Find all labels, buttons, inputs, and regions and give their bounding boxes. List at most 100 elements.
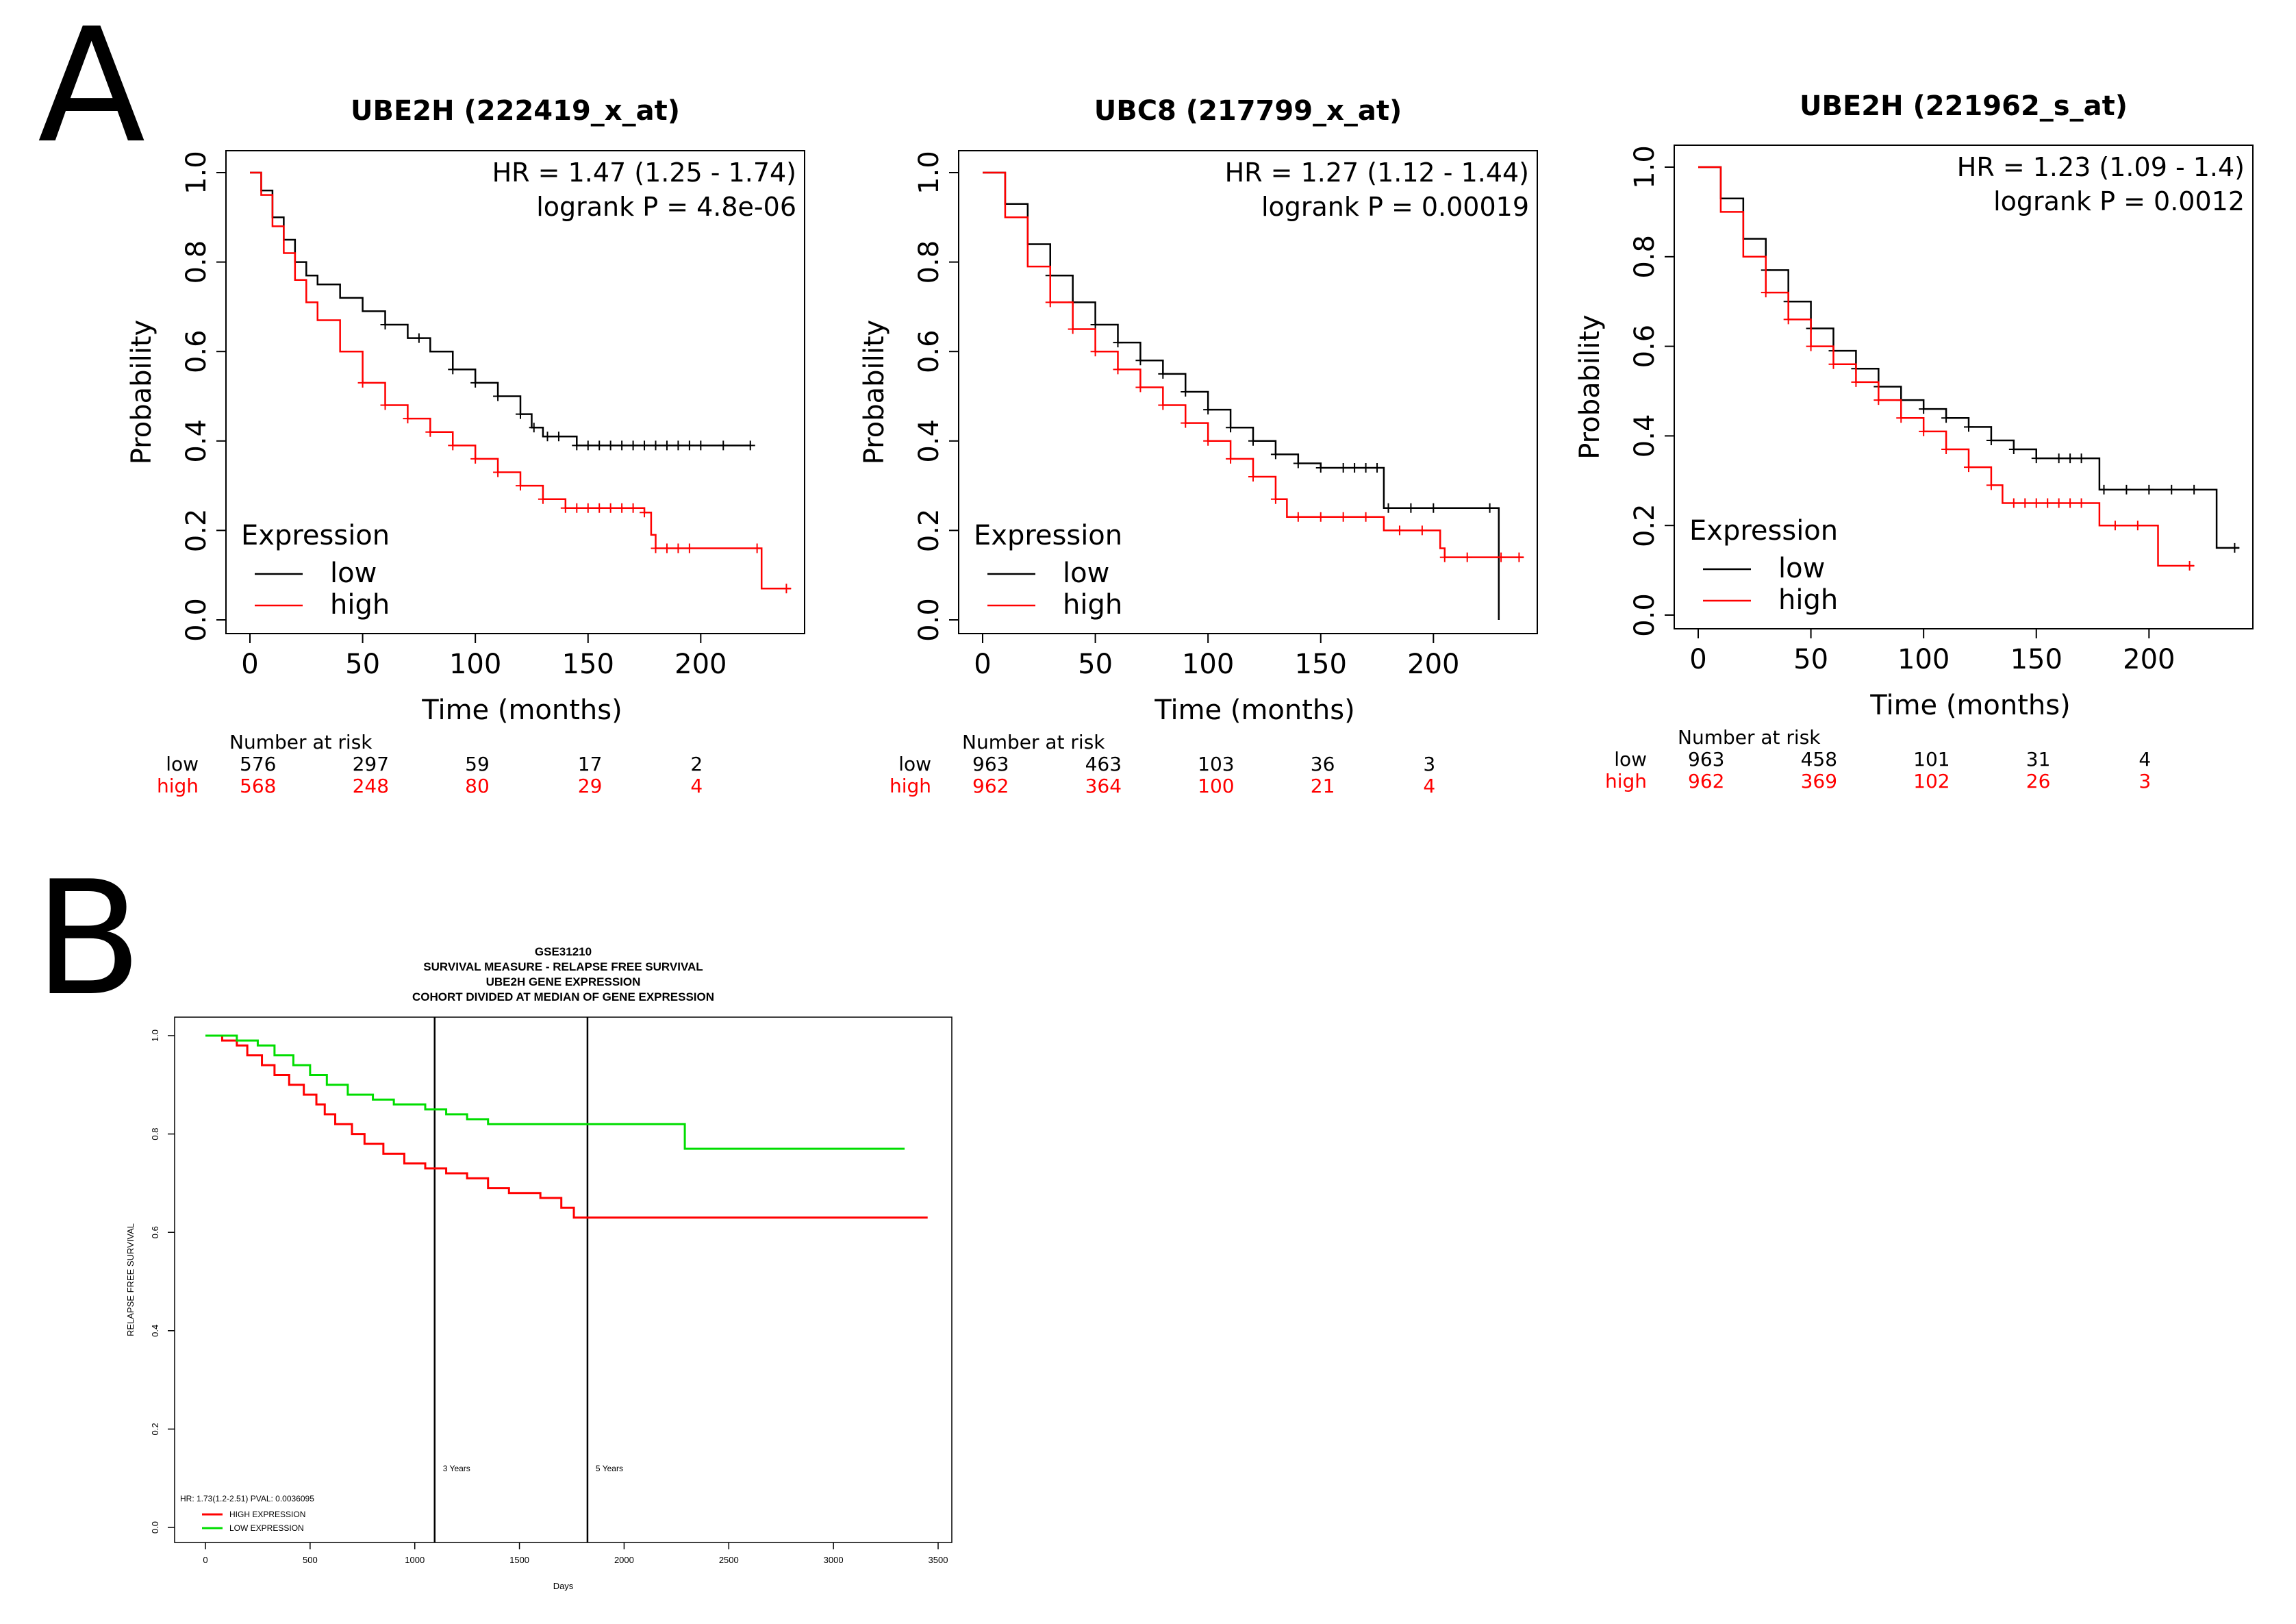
censor-mark-high <box>1394 525 1404 536</box>
x-tick-label: 0 <box>241 649 258 680</box>
censor-mark-high <box>617 503 627 513</box>
survival-curve-high <box>1698 166 2195 567</box>
censor-mark-high <box>605 503 616 513</box>
censor-mark-high <box>2076 498 2086 508</box>
risk-row-label-low: low <box>1614 748 1647 771</box>
risk-value: 369 <box>1801 770 1837 792</box>
censor-mark-low <box>1293 458 1303 469</box>
y-axis-label: Probability <box>1574 314 1606 459</box>
y-tick-label: 0.8 <box>1629 235 1661 279</box>
censor-mark-high <box>1941 445 1952 455</box>
survival-curve <box>205 1034 928 1219</box>
risk-table-header: Number at risk <box>1678 726 1821 749</box>
risk-value: 463 <box>1085 753 1122 775</box>
y-axis-label: RELAPSE FREE SURVIVAL <box>125 1223 136 1336</box>
x-axis-label: Time (months) <box>1154 695 1354 726</box>
risk-value: 29 <box>578 775 603 797</box>
hazard-ratio-text: HR: 1.73(1.2-2.51) PVAL: 0.0036095 <box>180 1494 314 1503</box>
censor-mark-high <box>538 494 548 504</box>
risk-value: 576 <box>240 753 276 775</box>
censor-mark-high <box>1828 359 1839 369</box>
censor-mark-high <box>1270 494 1281 504</box>
censor-mark-high <box>1203 436 1213 446</box>
legend-label-high: high <box>1778 584 1838 616</box>
x-tick-label: 0 <box>1689 644 1706 675</box>
censor-mark-low <box>718 440 729 451</box>
censor-mark-low <box>1090 320 1100 330</box>
censor-mark-low <box>1383 503 1393 513</box>
censor-mark-low <box>2031 453 2041 464</box>
censor-mark-low <box>1135 355 1146 366</box>
chart-title: UBE2H (222419_x_at) <box>351 95 680 127</box>
censor-mark-low <box>661 440 672 451</box>
risk-value: 26 <box>2026 770 2051 792</box>
censor-mark-low <box>1361 462 1371 473</box>
survival-curve-low <box>250 171 750 447</box>
censor-mark-low <box>594 440 605 451</box>
censor-mark-low <box>617 440 627 451</box>
x-tick-label: 50 <box>345 649 380 680</box>
censor-mark-high <box>403 414 413 424</box>
chart-title-line: SURVIVAL MEASURE - RELAPSE FREE SURVIVAL <box>423 960 703 973</box>
censor-mark-low <box>1372 462 1383 473</box>
censor-mark-high <box>1068 324 1078 334</box>
hazard-ratio-text: HR = 1.47 (1.25 - 1.74) <box>492 158 796 188</box>
censor-mark-low <box>2076 453 2086 464</box>
risk-value: 101 <box>1913 748 1950 771</box>
risk-table-header: Number at risk <box>229 731 373 753</box>
y-tick-label: 0.2 <box>150 1423 160 1435</box>
y-tick-label: 0.8 <box>150 1128 160 1140</box>
y-tick-label: 0.4 <box>181 419 212 463</box>
censor-mark-low <box>628 440 638 451</box>
x-tick-label: 150 <box>2010 644 2062 675</box>
x-tick-label: 3000 <box>824 1555 844 1565</box>
y-tick-label: 0.6 <box>913 329 945 373</box>
censor-mark-high <box>583 503 593 513</box>
legend-label: HIGH EXPRESSION <box>229 1510 305 1519</box>
censor-mark-low <box>1158 368 1168 379</box>
y-tick-label: 1.0 <box>181 151 212 195</box>
y-tick-label: 0.6 <box>150 1226 160 1238</box>
censor-mark-high <box>1874 395 1884 405</box>
x-tick-label: 1500 <box>509 1555 529 1565</box>
censor-mark-high <box>1462 552 1472 562</box>
censor-mark-low <box>1919 404 1929 414</box>
x-tick-label: 2500 <box>719 1555 739 1565</box>
censor-mark-low <box>448 364 458 375</box>
risk-value: 17 <box>578 753 603 775</box>
risk-row-label-high: high <box>1605 770 1647 792</box>
censor-mark-low <box>1226 423 1236 433</box>
y-tick-label: 0.6 <box>181 329 212 373</box>
hazard-ratio-text: HR = 1.27 (1.12 - 1.44) <box>1225 158 1529 188</box>
censor-mark-low <box>516 409 525 419</box>
censor-mark-low <box>1350 462 1360 473</box>
chart-title: UBE2H (221962_s_at) <box>1800 90 2128 122</box>
censor-mark-low <box>542 432 553 442</box>
censor-mark-high <box>1806 341 1816 351</box>
censor-mark-low <box>2008 445 2019 455</box>
plot-frame <box>958 150 1538 634</box>
chart-title-line: GSE31210 <box>535 945 592 958</box>
panel-letter-a: A <box>38 0 145 178</box>
risk-value: 36 <box>1311 753 1335 775</box>
censor-mark-high <box>1514 552 1524 562</box>
censor-mark-high <box>1439 552 1450 562</box>
censor-mark-high <box>1248 472 1258 482</box>
legend-label: LOW EXPRESSION <box>229 1523 304 1533</box>
y-tick-label: 0.2 <box>913 509 945 553</box>
km-plot-a2: UBC8 (217799_x_at) 0 50 100 150 200 Time (mont… <box>859 95 1538 797</box>
risk-value: 3 <box>2139 770 2151 792</box>
censor-mark-high <box>516 481 525 491</box>
y-tick-label: 0.0 <box>181 598 212 642</box>
x-tick-label: 2000 <box>614 1555 634 1565</box>
y-tick-label: 0.0 <box>913 598 945 642</box>
censor-mark-high <box>1896 413 1906 423</box>
x-axis-label: Time (months) <box>421 695 622 726</box>
censor-mark-high <box>2065 498 2076 508</box>
censor-mark-high <box>560 503 570 513</box>
y-tick-label: 0.0 <box>150 1521 160 1534</box>
censor-mark-low <box>2189 484 2199 495</box>
risk-value: 4 <box>2139 748 2151 771</box>
legend-label-low: low <box>330 558 377 589</box>
y-tick-label: 0.2 <box>181 509 212 553</box>
